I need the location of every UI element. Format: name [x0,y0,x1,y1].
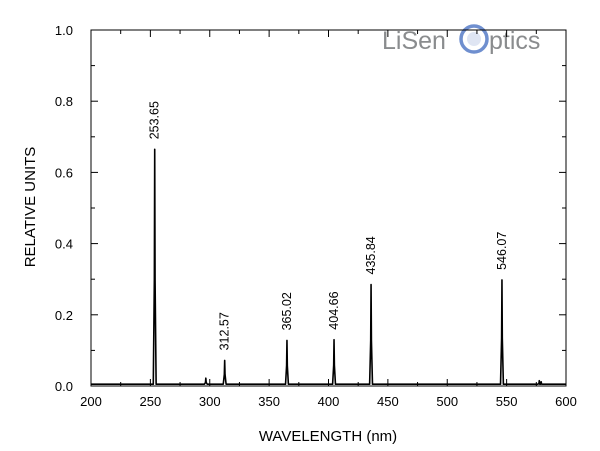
y-axis-title: RELATIVE UNITS [22,147,39,268]
y-tick-label: 0.8 [55,94,73,109]
x-tick-label: 600 [555,394,577,409]
x-tick-label: 200 [80,394,102,409]
logo: LiSen ptics [382,24,540,55]
peak-labels: 253.65 312.57 365.02 404.66 435.84 546.07 [148,101,509,350]
plot-frame [90,29,567,387]
peak-label: 546.07 [495,232,509,270]
peak-label: 404.66 [327,291,341,329]
peak-label: 365.02 [280,292,294,330]
logo-text-part2: ptics [489,27,540,55]
x-tick-label: 500 [436,394,458,409]
y-tick-label: 1.0 [55,23,73,38]
y-tick-label: 0.6 [55,165,73,180]
peak-label: 435.84 [364,236,378,274]
logo-text-part1: LiSen [382,27,446,55]
x-axis-title: WAVELENGTH (nm) [259,428,397,445]
y-tick-label: 0.4 [55,237,73,252]
peak-label: 312.57 [218,312,232,350]
y-axis: 0.0 0.2 0.4 0.6 0.8 1.0 [55,23,566,394]
logo-o-icon [459,24,489,54]
spectrum-series-line [91,148,566,386]
x-axis: 200 250 300 350 400 450 500 550 600 [80,30,577,409]
x-tick-label: 350 [258,394,280,409]
x-tick-label: 450 [377,394,399,409]
peak-label: 253.65 [148,101,162,139]
y-tick-label: 0.2 [55,308,73,323]
x-tick-label: 400 [318,394,340,409]
logo-o-inner-icon [467,32,481,46]
x-tick-label: 300 [199,394,221,409]
y-tick-label: 0.0 [55,379,73,394]
x-tick-label: 550 [496,394,518,409]
x-tick-label: 250 [140,394,162,409]
